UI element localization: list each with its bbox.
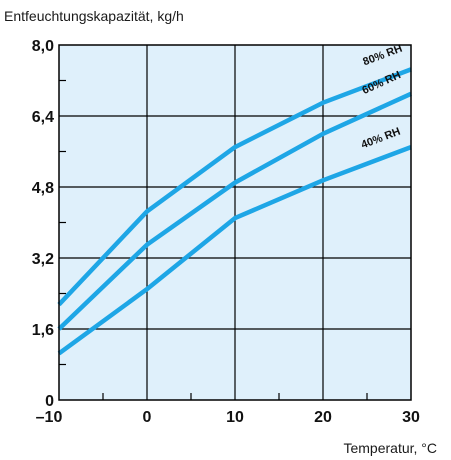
x-axis-label: Temperatur, °C [343,440,437,456]
x-tick-label: 20 [314,409,332,426]
y-tick-label: 1,6 [32,322,54,339]
minor-ticks [59,79,368,400]
y-tick-label: 4,8 [32,180,54,197]
y-tick-label: 0 [45,393,54,410]
x-tick-labels: –10 0 10 20 30 [36,409,420,426]
y-tick-labels: 0 1,6 3,2 4,8 6,4 8,0 [32,38,54,410]
y-axis-label: Entfeuchtungskapazität, kg/h [4,8,184,24]
grid-lines [59,45,411,400]
plot-frame [58,44,412,401]
x-tick-label: 10 [226,409,244,426]
series-line-80-rh [57,67,412,307]
x-tick-label: 30 [402,409,420,426]
series-line-40-rh [57,144,412,356]
x-tick-label: 0 [143,409,152,426]
y-tick-label: 3,2 [32,251,54,268]
x-tick-label: –10 [36,409,63,426]
y-tick-label: 8,0 [32,38,54,55]
series-lines [57,67,412,356]
series-line-60-rh [57,91,412,331]
y-tick-label: 6,4 [32,109,54,126]
